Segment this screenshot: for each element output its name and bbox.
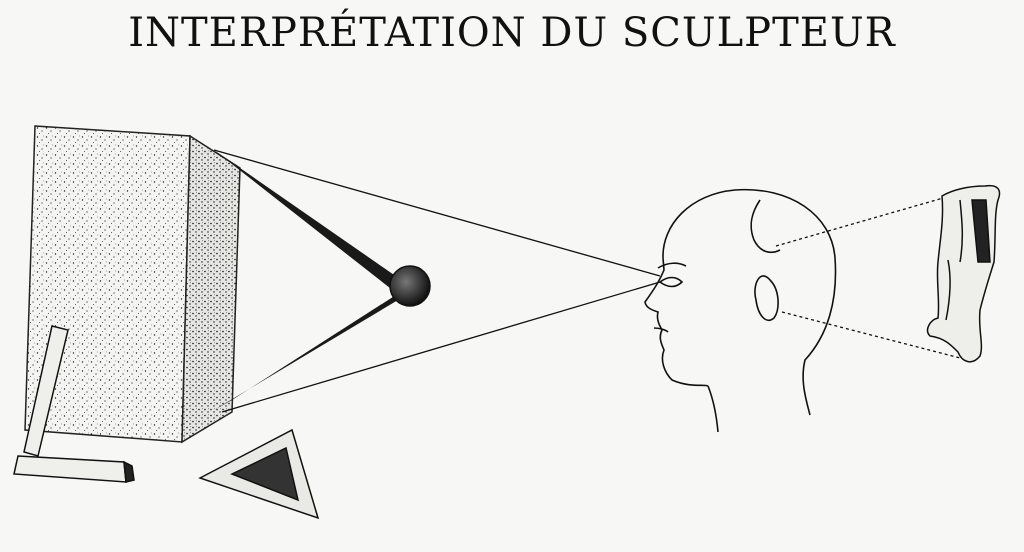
jaw-neck (707, 385, 719, 433)
eye-icon (659, 276, 684, 288)
stone-block (24, 125, 241, 444)
diagram-title: INTERPRÉTATION DU SCULPTEUR (128, 10, 896, 56)
sculptor-head (644, 188, 837, 433)
ear-icon (754, 275, 779, 322)
hairline (750, 199, 781, 254)
mouth (653, 327, 669, 333)
sight-lines (213, 149, 661, 413)
eyebrow (657, 262, 687, 269)
inner-eye-icon (389, 265, 431, 307)
triangle-ruler-icon (198, 428, 320, 520)
face-profile (644, 257, 709, 387)
head-outline (662, 188, 837, 416)
carpenters-square-icon (13, 325, 135, 483)
imagined-figure (926, 184, 1001, 363)
block-side-face (181, 134, 241, 444)
inner-vision-cone (214, 150, 431, 410)
